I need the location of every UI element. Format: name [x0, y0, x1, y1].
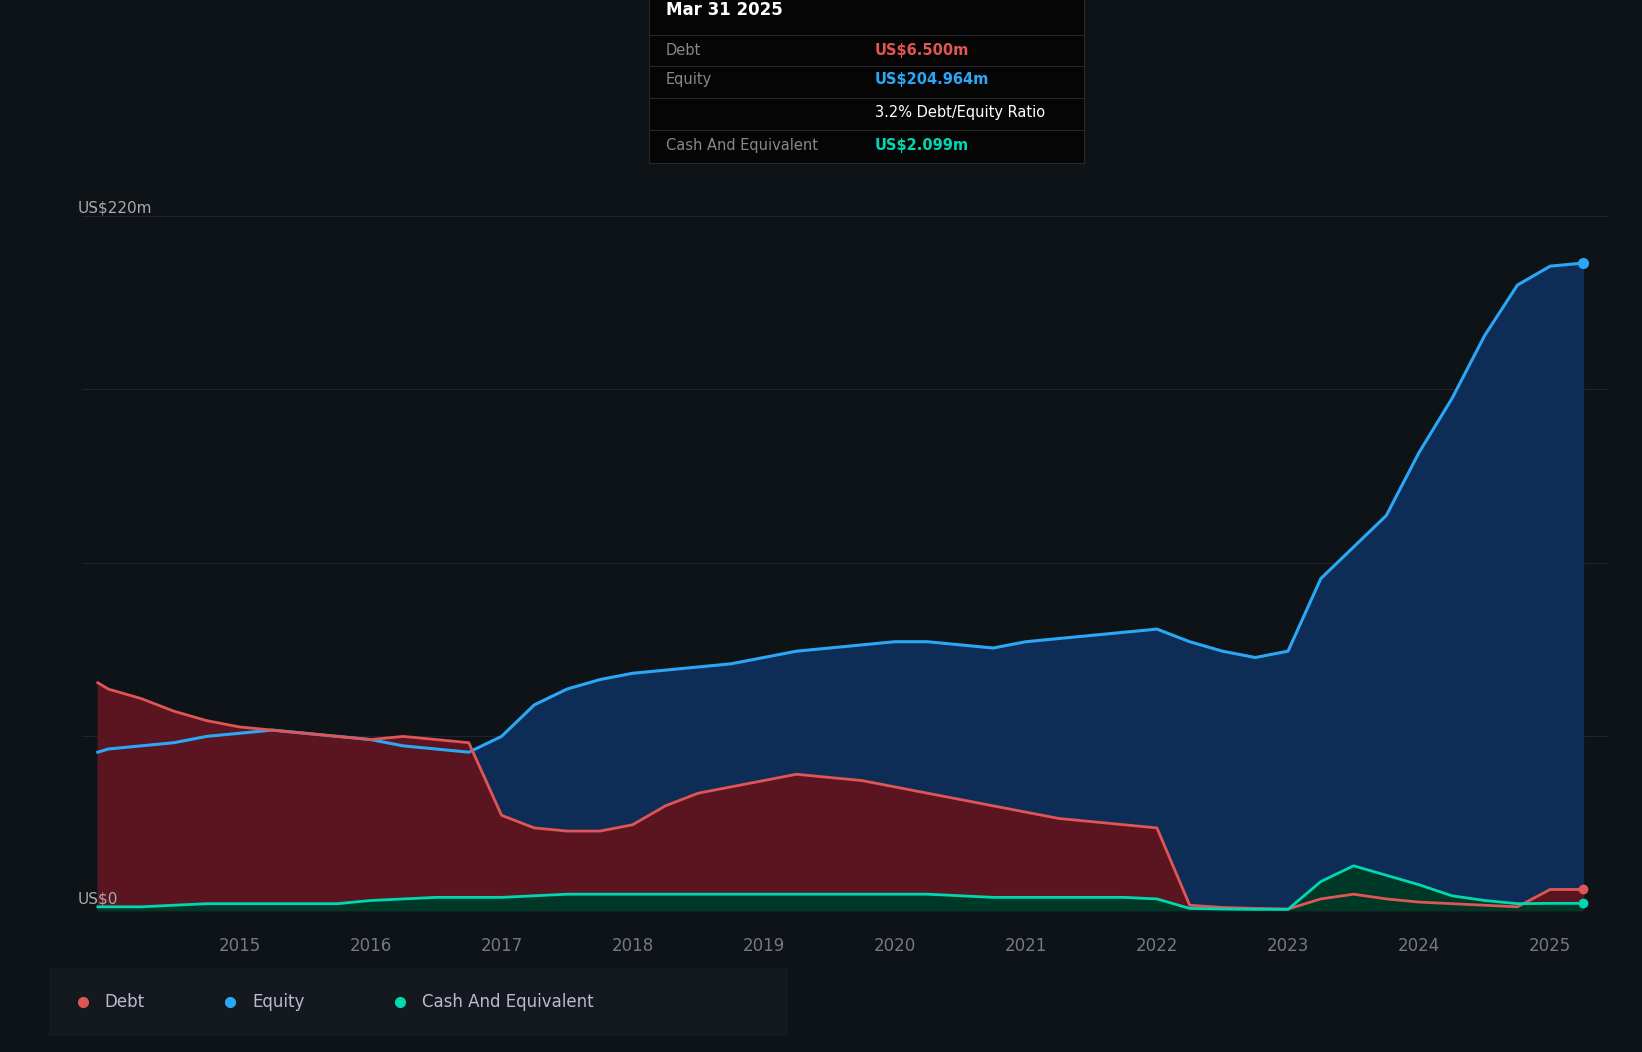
Text: 3.2% Debt/Equity Ratio: 3.2% Debt/Equity Ratio [875, 105, 1044, 120]
Text: US$204.964m: US$204.964m [875, 73, 988, 87]
Text: US$2.099m: US$2.099m [875, 138, 969, 154]
Text: Cash And Equivalent: Cash And Equivalent [667, 138, 818, 154]
Text: Equity: Equity [667, 73, 713, 87]
Text: Equity: Equity [253, 993, 305, 1011]
Text: Debt: Debt [105, 993, 144, 1011]
Text: US$0: US$0 [77, 892, 118, 907]
Text: US$220m: US$220m [77, 201, 153, 216]
Text: Cash And Equivalent: Cash And Equivalent [422, 993, 594, 1011]
Text: Mar 31 2025: Mar 31 2025 [667, 1, 783, 19]
Text: US$6.500m: US$6.500m [875, 43, 969, 58]
Text: Debt: Debt [667, 43, 701, 58]
